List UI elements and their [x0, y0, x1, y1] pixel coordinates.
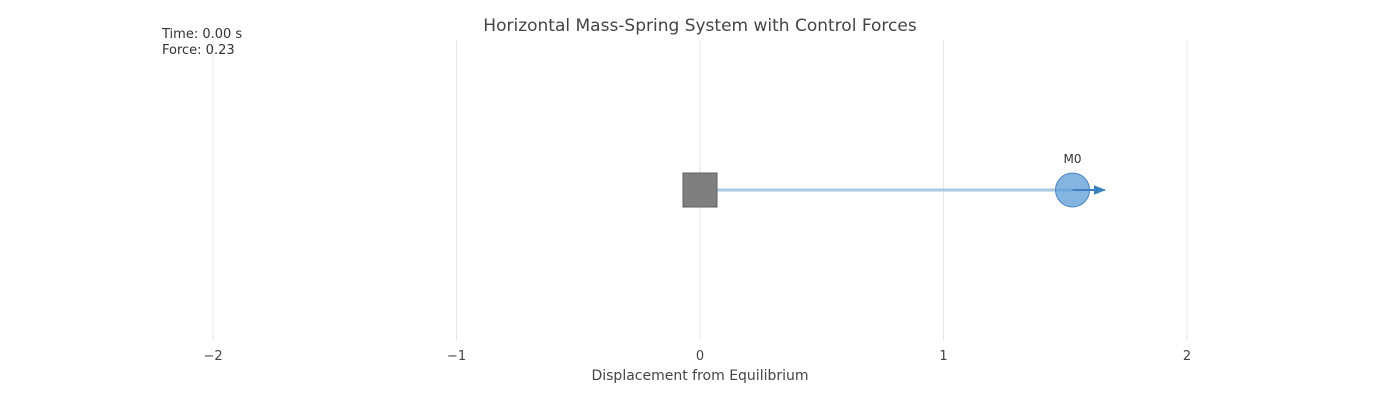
x-tick-label: 1	[939, 349, 947, 364]
anchor-block	[682, 172, 718, 208]
x-tick-label: 0	[696, 349, 704, 364]
x-tick-labels: −2 −1 0 1 2	[203, 349, 1191, 364]
x-tick-label: 2	[1183, 349, 1191, 364]
mass-label: M0	[1064, 152, 1082, 166]
force-readout: Force: 0.23	[162, 43, 235, 58]
x-tick-label: −1	[447, 349, 466, 364]
x-axis-label: Displacement from Equilibrium	[591, 368, 808, 384]
chart-title: Horizontal Mass-Spring System with Contr…	[483, 16, 917, 36]
time-readout: Time: 0.00 s	[161, 27, 242, 42]
system-marks: M0	[682, 152, 1106, 208]
x-tick-label: −2	[203, 349, 222, 364]
